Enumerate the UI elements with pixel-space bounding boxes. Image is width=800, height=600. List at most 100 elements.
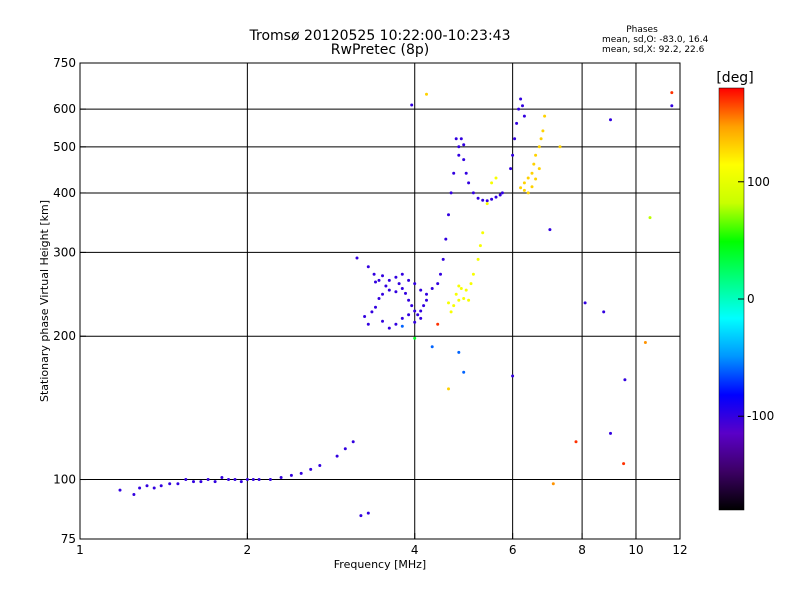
data-point [407,278,411,282]
data-point [457,350,461,354]
data-point [534,177,538,181]
data-point [459,137,463,141]
data-point [471,272,475,276]
data-point [485,199,489,203]
data-point [462,297,466,300]
data-point [494,195,498,199]
data-point [447,301,450,305]
data-point [413,309,417,313]
data-point [522,114,526,118]
data-point [517,107,521,111]
colorbar-label: [deg] [716,70,753,86]
y-tick-label: 500 [53,140,76,154]
stats-x-mode: mean, sd,X: 92.2, 22.6 [602,45,705,55]
data-point [407,298,411,302]
x-tick-label: 2 [244,543,252,557]
data-point [574,440,578,444]
data-point [430,345,434,349]
data-point [519,186,523,190]
data-point [462,370,466,374]
data-point [548,228,552,232]
data-point [643,341,647,344]
data-point [400,287,404,290]
data-point [537,167,541,171]
data-point [400,272,404,276]
data-point [539,137,543,141]
data-point [377,297,381,300]
data-point [335,454,339,458]
data-point [509,167,513,171]
data-point [530,171,534,175]
data-point [381,274,384,278]
data-point [268,478,272,481]
data-point [583,301,587,305]
data-point [145,484,149,488]
data-point [355,256,359,260]
data-point [419,316,423,320]
data-point [152,486,156,490]
data-point [425,292,428,296]
data-point [245,478,249,481]
data-point [670,104,674,108]
data-point [602,310,606,314]
data-point [485,202,489,206]
data-point [467,298,471,302]
data-point [534,153,538,157]
data-point [430,287,434,290]
data-point [530,185,534,189]
data-point [394,290,398,294]
data-point [410,304,414,308]
data-point [192,480,195,484]
stats-title: Phases [626,25,658,35]
data-point [452,304,456,308]
y-tick-label: 600 [53,102,76,116]
data-point [522,181,526,185]
data-point [377,278,381,282]
data-point [449,310,453,314]
data-point [299,471,303,475]
data-point [609,118,612,122]
data-point [521,104,524,108]
data-point [481,198,485,202]
data-point [444,237,448,241]
y-tick-label: 75 [61,532,76,546]
data-point [449,191,453,195]
data-point [387,288,391,292]
data-point [532,162,536,166]
data-point [515,121,519,125]
data-point [436,322,440,326]
data-point [447,387,450,391]
data-point [279,476,283,479]
data-point [481,231,485,235]
data-point [351,440,355,444]
data-point [511,153,515,157]
data-point [447,213,450,217]
data-point [439,272,442,276]
data-point [372,272,376,276]
data-point [381,319,384,323]
data-point [118,488,122,492]
data-point [490,197,494,201]
data-point [622,462,626,466]
data-point [464,288,468,292]
data-point [413,320,417,324]
data-point [374,305,377,309]
data-point [213,480,217,484]
data-point [413,282,417,286]
data-point [457,145,461,149]
data-point [467,181,471,185]
data-point [387,326,391,330]
data-point [478,244,482,248]
data-point [138,486,142,490]
data-point [397,282,401,286]
x-tick-label: 8 [578,543,586,557]
data-point [526,176,530,180]
data-point [457,298,461,302]
data-point [132,493,136,496]
data-point [490,181,494,185]
data-point [511,374,515,378]
data-point [251,478,255,481]
data-point [400,316,404,320]
